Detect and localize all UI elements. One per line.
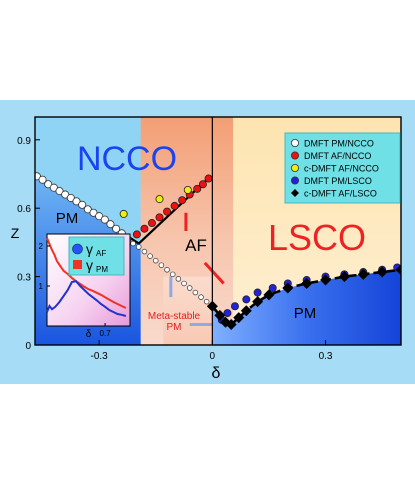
point-dmft-pm-ncco (106, 220, 115, 229)
legend: DMFT PM/NCCO DMFT AF/NCCO c-DMFT AF/NCCO DM… (284, 132, 401, 204)
point-dmft-pm-ncco-meta-stable (175, 276, 182, 282)
y-tick-label: 0.9 (17, 136, 31, 147)
point-dmft-pm-ncco (100, 215, 109, 224)
point-c-dmft-af-lsco (301, 277, 313, 289)
legend-marker (290, 151, 299, 160)
point-dmft-pm-ncco-meta-stable (203, 298, 210, 305)
point-dmft-af-ncco (132, 230, 141, 239)
point-dmft-pm-lsco (223, 309, 232, 318)
point-dmft-pm-ncco-meta-stable (136, 244, 142, 250)
x-tick-label: 0.3 (319, 351, 333, 362)
point-c-dmft-af-lsco (338, 271, 350, 283)
point-dmft-pm-ncco-meta-stable (152, 257, 159, 264)
region-label-ncco: NCCO (77, 140, 177, 178)
point-c-dmft-af-lsco (233, 312, 245, 324)
legend-label: DMFT AF/NCCO (304, 151, 371, 161)
inset-y-tick-label: 1 (39, 282, 44, 291)
point-c-dmft-af-ncco (183, 185, 192, 194)
inset-line--pm (46, 237, 127, 309)
point-dmft-af-ncco (198, 180, 207, 189)
point-dmft-af-ncco (178, 196, 187, 205)
af-marker-red-2 (203, 261, 225, 285)
metastable-label-line: Meta-stable (148, 311, 201, 322)
point-c-dmft-af-lsco (282, 282, 294, 294)
point-dmft-af-ncco (204, 174, 213, 183)
point-dmft-pm-lsco (230, 302, 239, 311)
region-label-pm-right: PM (294, 305, 317, 322)
point-dmft-pm-ncco-meta-stable (164, 267, 170, 273)
point-dmft-pm-ncco-meta-stable (147, 253, 153, 259)
inset-legend-label: γ (86, 241, 93, 257)
point-dmft-pm-ncco-meta-stable (186, 285, 193, 291)
plot-frame (34, 116, 402, 346)
point-dmft-pm-ncco (112, 224, 121, 233)
point-dmft-pm-ncco (78, 200, 87, 209)
point-c-dmft-af-lsco (357, 268, 369, 280)
inset-legend-subscript: AF (96, 249, 106, 258)
legend-box (284, 132, 401, 204)
inset-line--af (46, 280, 127, 317)
inset-legend-marker (72, 243, 83, 255)
point-c-dmft-af-lsco (376, 266, 388, 278)
x-axis-label: δ (212, 365, 221, 382)
y-tick-label: 0.6 (17, 204, 31, 215)
pm-right-region (212, 269, 401, 345)
point-dmft-pm-ncco-meta-stable (198, 294, 204, 300)
point-c-dmft-af-lsco (395, 264, 401, 276)
legend-label: DMFT PM/NCCO (304, 139, 374, 149)
point-dmft-pm-ncco-meta-stable (130, 240, 136, 247)
x-tick-label: 0 (210, 351, 216, 362)
inset-legend-subscript: PM (96, 265, 108, 274)
point-dmft-pm-lsco (268, 283, 277, 292)
inset-x-tick-label: 0.7 (100, 329, 112, 338)
legend-marker (290, 176, 299, 185)
inset-x-axis-label: δ (86, 329, 92, 340)
x-tick-label: -0.3 (91, 351, 109, 362)
point-c-dmft-af-lsco (252, 296, 264, 308)
point-c-dmft-af-ncco (119, 209, 128, 218)
point-dmft-pm-ncco-meta-stable (181, 280, 187, 287)
legend-label: c-DMFT AF/NCCO (304, 164, 379, 174)
point-dmft-pm-lsco (253, 288, 262, 297)
point-c-dmft-af-lsco (263, 289, 275, 301)
legend-marker (290, 163, 299, 172)
point-dmft-af-ncco (147, 219, 156, 228)
axis-ticks: -0.3 0 0.3 0 0.3 0.6 0.9 (17, 136, 333, 362)
point-dmft-pm-ncco (38, 175, 47, 184)
inset-legend-marker (73, 260, 82, 269)
point-dmft-af-ncco (170, 201, 179, 210)
point-dmft-af-ncco (193, 184, 202, 193)
legend-label: c-DMFT AF/LSCO (304, 189, 377, 199)
inset-chart: 1 2 0.7 δ γ AFγ PM (39, 233, 131, 340)
inset-y-tick-label: 2 (39, 242, 44, 251)
point-dmft-pm-ncco-meta-stable (192, 289, 199, 296)
y-tick-label: 0 (25, 341, 31, 352)
legend-marker (290, 138, 299, 147)
region-label-metastable: Meta-stable PM (148, 311, 201, 333)
point-dmft-af-ncco (140, 224, 149, 233)
point-dmft-pm-ncco-meta-stable (158, 262, 165, 268)
region-label-af: AF (185, 236, 207, 255)
point-dmft-pm-ncco-meta-stable (169, 271, 176, 278)
point-c-dmft-af-lsco (225, 318, 237, 330)
point-dmft-af-ncco (155, 213, 164, 222)
point-c-dmft-af-lsco (240, 305, 252, 317)
point-dmft-pm-ncco-meta-stable (141, 248, 148, 255)
metastable-label-line: PM (167, 322, 182, 333)
point-dmft-af-ncco (163, 207, 172, 216)
region-label-lsco: LSCO (268, 217, 366, 258)
inset-legend-label: γ (86, 257, 93, 273)
y-axis-label: Z (11, 225, 20, 241)
point-c-dmft-af-ncco (155, 195, 164, 204)
region-label-pm-left: PM (56, 210, 79, 227)
point-dmft-pm-lsco (242, 295, 251, 304)
legend-label: DMFT PM/LSCO (304, 176, 372, 186)
legend-marker (291, 189, 299, 197)
y-tick-label: 0.3 (17, 273, 31, 284)
point-c-dmft-af-lsco (214, 309, 226, 321)
point-c-dmft-af-lsco (320, 274, 332, 286)
